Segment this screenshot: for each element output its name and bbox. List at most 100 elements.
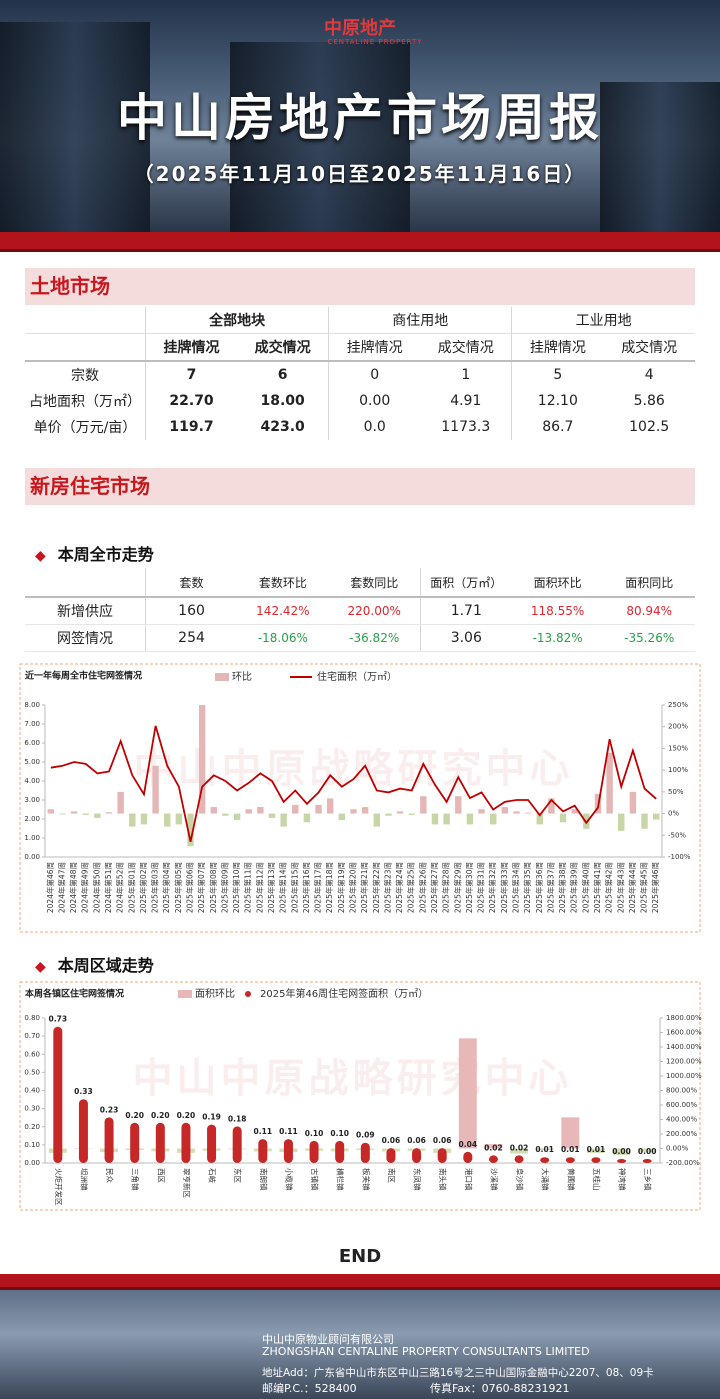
value-label: 0.20: [177, 1111, 196, 1120]
x-tick-label: 2025年第11周: [243, 862, 253, 913]
y-tick-label: 6.00: [24, 739, 40, 747]
value-label: 0.18: [228, 1114, 247, 1123]
cell: 5.86: [633, 393, 665, 409]
y2-tick-label: 150%: [668, 744, 688, 752]
x-tick-label: 2025年第07周: [196, 862, 206, 913]
bar: [510, 1148, 529, 1154]
bar: [466, 813, 474, 825]
x-tick-label: 2025年第15周: [289, 862, 299, 913]
x-tick-label: 板芙镇: [361, 1168, 371, 1191]
legend-label: 2025年第46周住宅网签面积（万㎡）: [260, 987, 428, 1000]
x-tick-label: 翠亨新区: [182, 1168, 192, 1198]
cell: 0.0: [328, 414, 421, 440]
data-row: 新增供应 160 142.42% 220.00% 1.71 118.55% 80.94%: [25, 597, 695, 625]
bar: [117, 791, 124, 814]
column: [360, 1142, 370, 1163]
value-label: 0.06: [407, 1136, 426, 1145]
header-row: 套数 套数环比 套数同比 面积（万㎡） 面积环比 面积同比: [25, 568, 695, 598]
column: [437, 1148, 447, 1163]
value-label: 0.02: [484, 1143, 503, 1152]
cell: 22.70: [145, 388, 238, 414]
x-tick-label: 2024年第49周: [80, 862, 90, 913]
bar: [47, 809, 55, 814]
logo: 中原地产: [324, 18, 396, 39]
bar: [327, 798, 334, 814]
y2-tick-label: 200%: [668, 723, 688, 731]
y2-tick-label: 200.00%: [666, 1130, 697, 1138]
x-tick-label: 2025年第09周: [219, 862, 229, 913]
x-tick-label: 2025年第18周: [324, 862, 334, 913]
x-tick-label: 2025年第04周: [161, 862, 171, 913]
x-tick-label: 2025年第29周: [452, 862, 462, 913]
y2-tick-label: 0%: [668, 810, 679, 818]
x-tick-label: 2025年第22周: [371, 862, 381, 913]
column: [53, 1026, 63, 1163]
building: [230, 42, 410, 232]
x-tick-label: 2025年第46周: [650, 862, 660, 913]
x-tick-label: 2025年第06周: [185, 862, 195, 913]
bar: [455, 796, 462, 814]
x-tick-label: 石岐: [208, 1168, 218, 1184]
cell: 3.06: [419, 624, 512, 652]
y-tick-label: 8.00: [24, 701, 40, 709]
x-tick-label: 2025年第24周: [394, 862, 404, 913]
bar: [94, 813, 101, 818]
postcode: 邮编P.C.：528400: [262, 1382, 357, 1395]
value-label: 0.20: [125, 1111, 144, 1120]
bar: [484, 1144, 503, 1149]
x-tick-label: 2025年第38周: [557, 862, 567, 913]
x-tick-label: 2025年第19周: [336, 862, 346, 913]
bar: [561, 1117, 580, 1149]
y-tick-label: 0.30: [24, 1105, 40, 1113]
row-label: 单价（万元/亩）: [33, 420, 137, 436]
bar: [245, 809, 252, 814]
bar: [59, 813, 66, 815]
y-tick-label: 0.10: [24, 1141, 40, 1149]
cell: 4.91: [450, 393, 482, 409]
x-tick-label: 2025年第21周: [359, 862, 369, 913]
address: 地址Add：广东省中山市东区中山三路16号之三中山国际金融中心2207、08、0…: [262, 1367, 654, 1379]
y2-tick-label: 1600.00%: [666, 1029, 702, 1037]
value-label: 0.06: [433, 1136, 452, 1145]
x-tick-label: 2024年第51周: [103, 862, 113, 913]
footer-banner: [0, 1290, 720, 1399]
bar: [478, 809, 485, 814]
cell: -18.06%: [237, 624, 329, 652]
column-header: 挂牌情况: [511, 333, 604, 362]
cell: 102.5: [629, 419, 670, 435]
x-tick-label: 2025年第30周: [464, 862, 474, 913]
data-row: 网签情况 254 -18.06% -36.82% 3.06 -13.82% -35.26%: [25, 624, 695, 652]
bar: [187, 813, 194, 847]
column: [130, 1122, 140, 1163]
bar: [338, 813, 346, 821]
watermark: 中山中原战略研究中心: [134, 746, 574, 792]
bar: [420, 796, 427, 814]
x-tick-label: 2025年第42周: [604, 862, 614, 913]
value-label: 0.20: [151, 1111, 170, 1120]
x-tick-label: 古镇镇: [310, 1168, 320, 1191]
x-tick-label: 火炬开发区: [54, 1168, 64, 1206]
group-header: 工业用地: [511, 307, 695, 334]
x-tick-label: 2025年第35周: [522, 862, 532, 913]
section-title: 新房住宅市场: [25, 468, 695, 505]
bar: [571, 809, 578, 814]
value-label: 0.10: [330, 1129, 349, 1138]
weekly-table: 套数 套数环比 套数同比 面积（万㎡） 面积环比 面积同比 新增供应 160 142.42% 22…: [25, 568, 695, 652]
column-header: 套数: [145, 568, 238, 598]
x-tick-label: 2025年第17周: [313, 862, 323, 913]
cell: 80.94%: [603, 597, 695, 625]
bar: [583, 813, 590, 829]
y-tick-label: 0.40: [24, 1087, 40, 1095]
bar: [198, 705, 206, 814]
x-tick-label: 2025年第45周: [639, 862, 649, 913]
x-tick-label: 2025年第33周: [499, 862, 509, 913]
cell: 220.00%: [328, 597, 421, 625]
bar: [385, 813, 392, 816]
x-tick-label: 2025年第34周: [510, 862, 520, 913]
y2-tick-label: 1400.00%: [666, 1043, 702, 1051]
bar: [612, 1148, 631, 1156]
column: [386, 1148, 396, 1163]
cell: 423.0: [260, 419, 305, 435]
y2-tick-label: -200.00%: [666, 1159, 700, 1167]
